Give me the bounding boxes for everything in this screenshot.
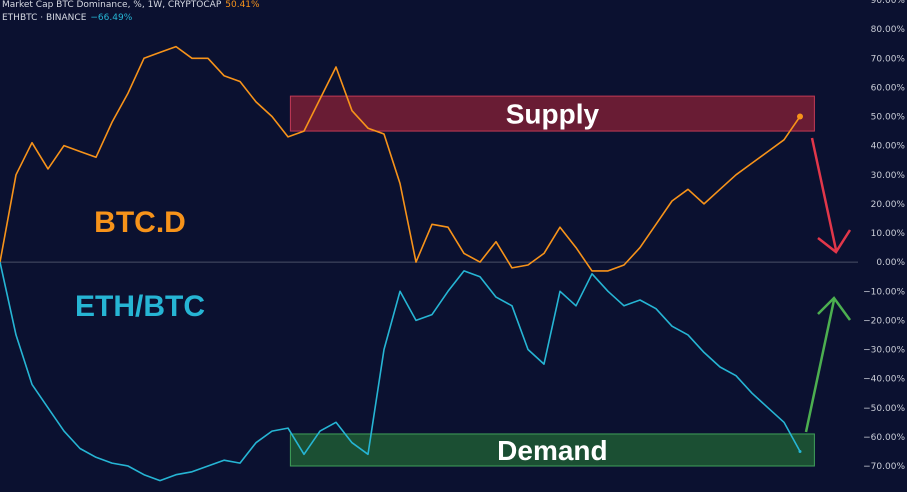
y-tick-label: 80.00% bbox=[871, 25, 906, 35]
projection-arrows bbox=[804, 137, 852, 433]
down-arrow-head bbox=[817, 229, 852, 254]
btcd-series-label: BTC.D bbox=[94, 206, 186, 239]
y-axis: 90.00% 80.00% 70.00% 60.00% 50.00% 40.00% 30.0… bbox=[863, 0, 905, 472]
series-endpoint-ethbtc bbox=[798, 449, 802, 453]
series-endpoint-btcd bbox=[797, 113, 803, 120]
y-tick-label: 60.00% bbox=[871, 83, 906, 93]
y-tick-label: −60.00% bbox=[863, 433, 905, 443]
legend-btc-dominance: Market Cap BTC Dominance, %, 1W, CRYPTOC… bbox=[2, 0, 260, 10]
supply-zone bbox=[289, 95, 815, 132]
y-tick-label: 10.00% bbox=[871, 229, 906, 239]
legend-series2-value: −66.49% bbox=[90, 13, 133, 23]
legend-series1-value: 50.41% bbox=[225, 0, 260, 10]
y-tick-label: 50.00% bbox=[871, 113, 906, 123]
y-tick-label: 20.00% bbox=[871, 200, 906, 210]
ethbtc-series-label: ETH/BTC bbox=[75, 290, 205, 323]
y-tick-label: −20.00% bbox=[863, 316, 905, 326]
y-tick-label: −10.00% bbox=[863, 287, 905, 297]
demand-label: Demand bbox=[497, 435, 607, 466]
series-line-ethbtc bbox=[0, 261, 801, 482]
series-lines bbox=[0, 45, 803, 482]
y-tick-label: −30.00% bbox=[863, 346, 905, 356]
y-tick-label: 30.00% bbox=[871, 171, 906, 181]
down-arrow-line bbox=[810, 137, 838, 251]
supply-label: Supply bbox=[506, 99, 600, 130]
y-tick-label: 70.00% bbox=[871, 54, 906, 64]
y-tick-label: 90.00% bbox=[871, 0, 906, 6]
y-tick-label: 40.00% bbox=[871, 142, 906, 152]
y-tick-label: −50.00% bbox=[863, 404, 905, 414]
series-line-btcd bbox=[0, 45, 801, 272]
y-tick-label: −40.00% bbox=[863, 375, 905, 385]
legend-ethbtc: ETHBTC · BINANCE −66.49% bbox=[2, 13, 132, 23]
y-tick-label: −70.00% bbox=[863, 462, 905, 472]
legend-series1-label: Market Cap BTC Dominance, %, 1W, CRYPTOC… bbox=[2, 0, 222, 10]
y-tick-label: 0.00% bbox=[876, 258, 905, 268]
demand-zone bbox=[289, 433, 815, 467]
legend-series2-label: ETHBTC · BINANCE bbox=[2, 13, 87, 23]
up-arrow-line bbox=[804, 299, 836, 433]
up-arrow-head bbox=[817, 296, 852, 321]
